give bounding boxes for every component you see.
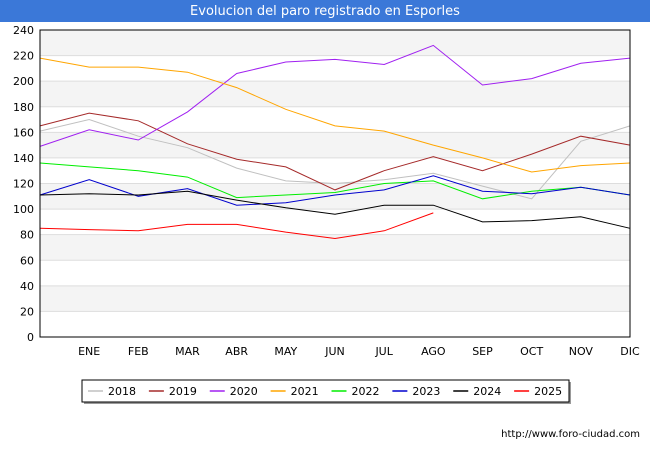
x-tick-label: MAY bbox=[274, 345, 297, 358]
legend-box bbox=[81, 379, 570, 403]
series-line-2023 bbox=[39, 175, 631, 206]
chart-title: Evolucion del paro registrado en Esporle… bbox=[0, 0, 650, 22]
y-tick-label: 120 bbox=[13, 178, 34, 191]
legend: 2018 2019 2020 2021 2022 2023 2024 2025 bbox=[81, 379, 571, 404]
x-tick-label: FEB bbox=[128, 345, 149, 358]
x-tick-label: NOV bbox=[569, 345, 594, 358]
y-tick-label: 40 bbox=[20, 280, 34, 293]
grid-band bbox=[40, 81, 630, 107]
plot-frame bbox=[39, 29, 631, 338]
series-line-2025 bbox=[39, 212, 434, 240]
x-tick-label: MAR bbox=[175, 345, 200, 358]
y-tick-label: 80 bbox=[20, 229, 34, 242]
y-tick-label: 200 bbox=[13, 75, 34, 88]
y-tick-label: 140 bbox=[13, 152, 34, 165]
y-tick-label: 0 bbox=[27, 331, 34, 344]
x-tick-label: OCT bbox=[520, 345, 543, 358]
series-line-2019 bbox=[39, 112, 631, 191]
y-tick-label: 160 bbox=[13, 126, 34, 139]
legend-label-2018: 2018 bbox=[108, 385, 136, 398]
legend-label-2022: 2022 bbox=[352, 385, 380, 398]
y-tick-label: 240 bbox=[13, 24, 34, 37]
x-tick-label: ENE bbox=[78, 345, 100, 358]
x-tick-label: JUL bbox=[374, 345, 393, 358]
y-tick-label: 220 bbox=[13, 50, 34, 63]
legend-label-2021: 2021 bbox=[291, 385, 319, 398]
x-tick-label: SEP bbox=[472, 345, 493, 358]
x-tick-label: DIC bbox=[620, 345, 640, 358]
series-line-2022 bbox=[39, 162, 631, 200]
y-tick-label: 180 bbox=[13, 101, 34, 114]
legend-label-2025: 2025 bbox=[534, 385, 562, 398]
grid-band bbox=[40, 30, 630, 56]
x-tick-label: ABR bbox=[225, 345, 248, 358]
y-axis-ticks: 0 20 40 60 80 100 120 140 160 180 200 220 240 bbox=[13, 24, 34, 344]
x-tick-label: JUN bbox=[324, 345, 345, 358]
legend-label-2020: 2020 bbox=[230, 385, 258, 398]
grid-band bbox=[40, 132, 630, 158]
y-tick-label: 60 bbox=[20, 254, 34, 267]
legend-label-2023: 2023 bbox=[412, 385, 440, 398]
series-line-2024 bbox=[39, 190, 631, 229]
series-line-2021 bbox=[39, 57, 631, 173]
series-lines bbox=[39, 44, 631, 240]
y-tick-label: 100 bbox=[13, 203, 34, 216]
grid-band bbox=[40, 285, 630, 312]
x-axis-ticks: ENE FEB MAR ABR MAY JUN JUL AGO SEP OCT NOV DIC bbox=[78, 345, 640, 358]
series-line-2018 bbox=[39, 118, 631, 200]
x-tick-label: AGO bbox=[421, 345, 446, 358]
legend-label-2019: 2019 bbox=[169, 385, 197, 398]
y-tick-label: 20 bbox=[20, 305, 34, 318]
source-url: http://www.foro-ciudad.com bbox=[501, 429, 640, 440]
series-line-2020 bbox=[39, 44, 631, 147]
legend-label-2024: 2024 bbox=[473, 385, 501, 398]
